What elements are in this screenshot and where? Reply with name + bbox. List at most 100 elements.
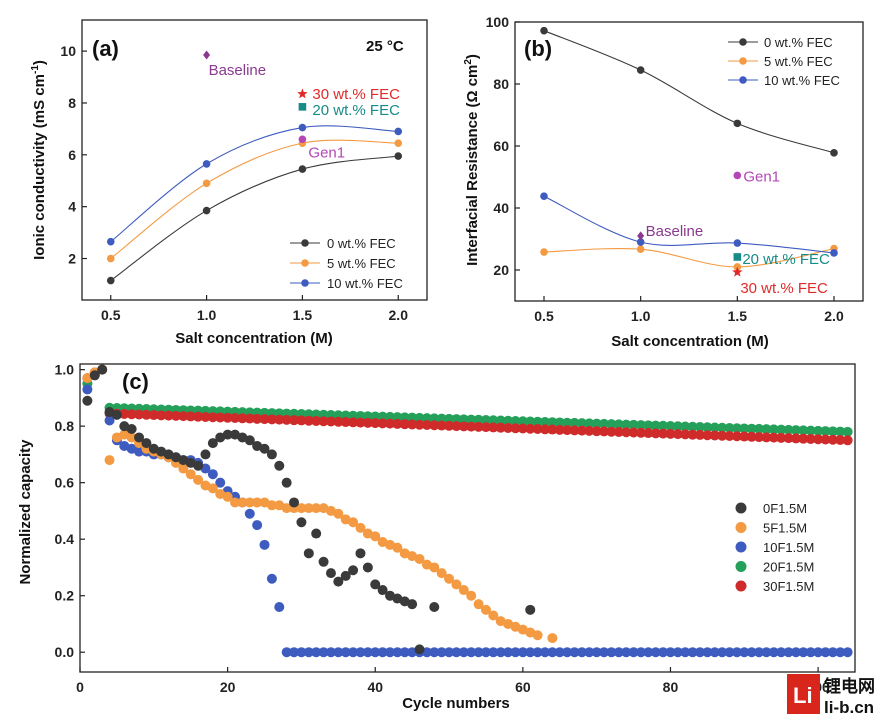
panel-c-point-10F1.5M xyxy=(274,602,285,613)
panel-b-point-series-1 xyxy=(636,245,645,254)
panel-c-point-10F1.5M xyxy=(635,647,646,658)
panel-c-point-30F1.5M xyxy=(510,423,521,434)
panel-c-point-30F1.5M xyxy=(827,434,838,445)
panel-c-point-30F1.5M xyxy=(768,432,779,443)
panel-c-point-10F1.5M xyxy=(562,647,573,658)
panel-c-point-10F1.5M xyxy=(798,647,809,658)
panel-b-annotation-marker xyxy=(732,266,743,277)
panel-b-line-2 xyxy=(543,195,835,254)
panel-c-point-10F1.5M xyxy=(303,647,314,658)
panel-c-point-5F1.5M xyxy=(230,497,240,508)
panel-c-point-30F1.5M xyxy=(126,409,137,420)
panel-c-point-0F1.5M xyxy=(274,460,285,471)
panel-c-point-10F1.5M xyxy=(547,647,558,658)
panel-c-point-5F1.5M xyxy=(178,463,189,474)
panel-c-point-30F1.5M xyxy=(835,435,846,446)
panel-c-point-30F1.5M xyxy=(680,429,691,440)
panel-c-x-tick-label: 20 xyxy=(220,679,236,695)
panel-c-point-10F1.5M xyxy=(289,647,300,658)
panel-c-point-5F1.5M xyxy=(311,503,322,514)
panel-c-point-30F1.5M xyxy=(385,418,395,429)
panel-c-point-20F1.5M xyxy=(591,418,602,429)
panel-a-x-tick-label: 2.0 xyxy=(389,307,409,323)
panel-c-point-30F1.5M xyxy=(658,428,669,439)
panel-c-point-5F1.5M xyxy=(222,491,233,502)
panel-c-point-10F1.5M xyxy=(768,647,779,658)
panel-c-legend-label: 0F1.5M xyxy=(763,501,807,516)
panel-c-point-30F1.5M xyxy=(562,425,573,436)
panel-c-point-20F1.5M xyxy=(643,420,654,431)
panel-c-point-30F1.5M xyxy=(503,422,514,433)
panel-c-point-5F1.5M xyxy=(429,562,440,573)
panel-a-legend-marker xyxy=(301,279,309,287)
panel-c-point-30F1.5M xyxy=(488,422,499,433)
panel-c-point-20F1.5M xyxy=(606,419,617,430)
panel-c-point-30F1.5M xyxy=(355,417,366,428)
panel-b-x-axis-label: Salt concentration (M) xyxy=(611,333,769,350)
panel-c-point-30F1.5M xyxy=(370,418,381,429)
panel-c-point-10F1.5M xyxy=(761,647,772,658)
panel-c-point-0F1.5M xyxy=(259,443,270,454)
panel-c-point-10F1.5M xyxy=(584,647,595,658)
panel-c-point-30F1.5M xyxy=(798,433,809,444)
panel-c-point-30F1.5M xyxy=(783,433,794,444)
panel-c-point-10F1.5M xyxy=(266,573,277,584)
panel-c-point-10F1.5M xyxy=(739,647,750,658)
panel-c-point-5F1.5M xyxy=(473,599,484,610)
panel-c-point-20F1.5M xyxy=(842,426,853,437)
panel-c-point-30F1.5M xyxy=(724,430,735,441)
panel-c-point-10F1.5M xyxy=(348,647,359,658)
panel-c-point-30F1.5M xyxy=(525,423,536,434)
panel-b-annotation-marker xyxy=(637,231,645,241)
panel-a-x-axis-label: Salt concentration (M) xyxy=(175,330,333,347)
panel-c-point-30F1.5M xyxy=(458,421,469,432)
panel-c-point-30F1.5M xyxy=(274,414,285,425)
panel-a-y-tick-label: 2 xyxy=(68,251,76,267)
panel-c-x-tick-label: 80 xyxy=(663,679,679,695)
panel-c-point-10F1.5M xyxy=(820,647,831,658)
watermark-logo-letters: Li xyxy=(793,683,813,708)
panel-c-point-10F1.5M xyxy=(495,647,506,658)
panel-a-y-tick-label: 4 xyxy=(68,199,76,215)
panel-c-point-0F1.5M xyxy=(289,497,300,508)
panel-c-point-5F1.5M xyxy=(348,517,359,528)
panel-c-point-30F1.5M xyxy=(466,421,477,432)
panel-c-point-20F1.5M xyxy=(717,422,728,433)
panel-b-point-series-0 xyxy=(733,119,742,128)
panel-c-point-10F1.5M xyxy=(370,647,381,658)
panel-c-point-20F1.5M xyxy=(429,413,440,424)
panel-a-ticks: 0.5 1.0 1.5 2.0 2 4 6 8 10 xyxy=(60,43,408,323)
panel-b-legend-label: 10 wt.% FEC xyxy=(764,73,840,88)
panel-c-point-20F1.5M xyxy=(731,423,742,434)
panel-a-point-series-1 xyxy=(394,139,403,147)
panel-b-ticks: 0.5 1.0 1.5 2.0 20 40 60 80 100 xyxy=(486,14,844,324)
panel-c-point-5F1.5M xyxy=(355,522,366,533)
panel-c-point-10F1.5M xyxy=(680,647,691,658)
panel-c-point-10F1.5M xyxy=(702,647,713,658)
panel-b-point-series-2 xyxy=(636,238,645,246)
panel-c-point-30F1.5M xyxy=(325,416,336,427)
panel-c-point-20F1.5M xyxy=(761,424,772,435)
panel-c-point-20F1.5M xyxy=(495,415,506,426)
panel-c-point-20F1.5M xyxy=(650,420,661,431)
panel-c-point-30F1.5M xyxy=(289,415,300,426)
panel-a-annotation-label: 20 wt.% FEC xyxy=(312,102,400,119)
panel-c-point-5F1.5M xyxy=(266,500,277,511)
panel-c-point-10F1.5M xyxy=(695,647,705,658)
panel-c-point-5F1.5M xyxy=(488,610,499,621)
panel-c-point-30F1.5M xyxy=(621,427,632,438)
panel-c-point-30F1.5M xyxy=(717,430,728,441)
panel-c-point-30F1.5M xyxy=(230,413,240,424)
panel-c-point-20F1.5M xyxy=(835,426,846,437)
panel-b-annotation-marker xyxy=(733,253,742,261)
panel-c-point-30F1.5M xyxy=(547,424,558,435)
panel-c-y-tick-label: 1.0 xyxy=(55,362,75,378)
panel-c-point-5F1.5M xyxy=(414,553,425,564)
panel-c-point-30F1.5M xyxy=(392,418,403,429)
panel-c-point-30F1.5M xyxy=(348,417,359,428)
panel-c-point-30F1.5M xyxy=(628,427,639,438)
panel-b-line-1 xyxy=(543,247,835,268)
panel-c-point-30F1.5M xyxy=(163,410,174,421)
panel-c-y-tick-label: 0.0 xyxy=(55,644,75,660)
